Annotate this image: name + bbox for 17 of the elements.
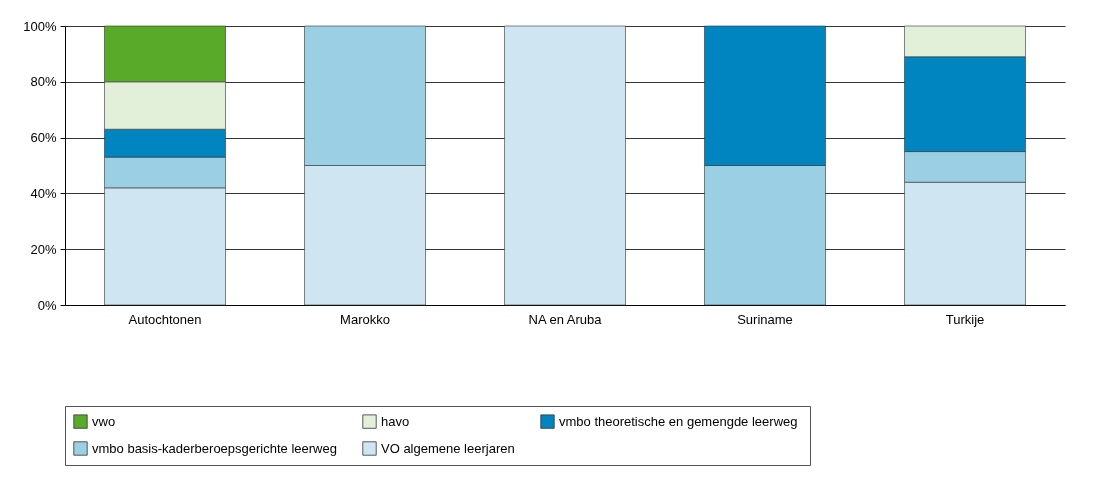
y-tick-label: 80% — [30, 74, 57, 90]
legend-label: vmbo theoretische en gemengde leerweg — [559, 413, 798, 429]
x-tick-label: Autochtonen — [128, 311, 202, 327]
legend-label: vwo — [92, 413, 116, 429]
x-tick-label: Turkije — [945, 311, 985, 327]
y-tick-label: 40% — [30, 185, 57, 201]
x-tick-label: Suriname — [737, 311, 793, 327]
legend-label: havo — [381, 413, 410, 429]
x-tick-label: NA en Aruba — [528, 311, 603, 327]
legend-label: vmbo basis-kaderberoepsgerichte leerweg — [92, 440, 337, 456]
bar — [504, 25, 626, 306]
y-tick-label: 100% — [23, 18, 57, 34]
y-tick-label: 0% — [37, 297, 57, 313]
y-tick-label: 20% — [30, 241, 57, 257]
x-tick-label: Marokko — [340, 311, 390, 327]
legend-label: VO algemene leerjaren — [381, 440, 515, 456]
y-tick-label: 60% — [30, 130, 57, 146]
